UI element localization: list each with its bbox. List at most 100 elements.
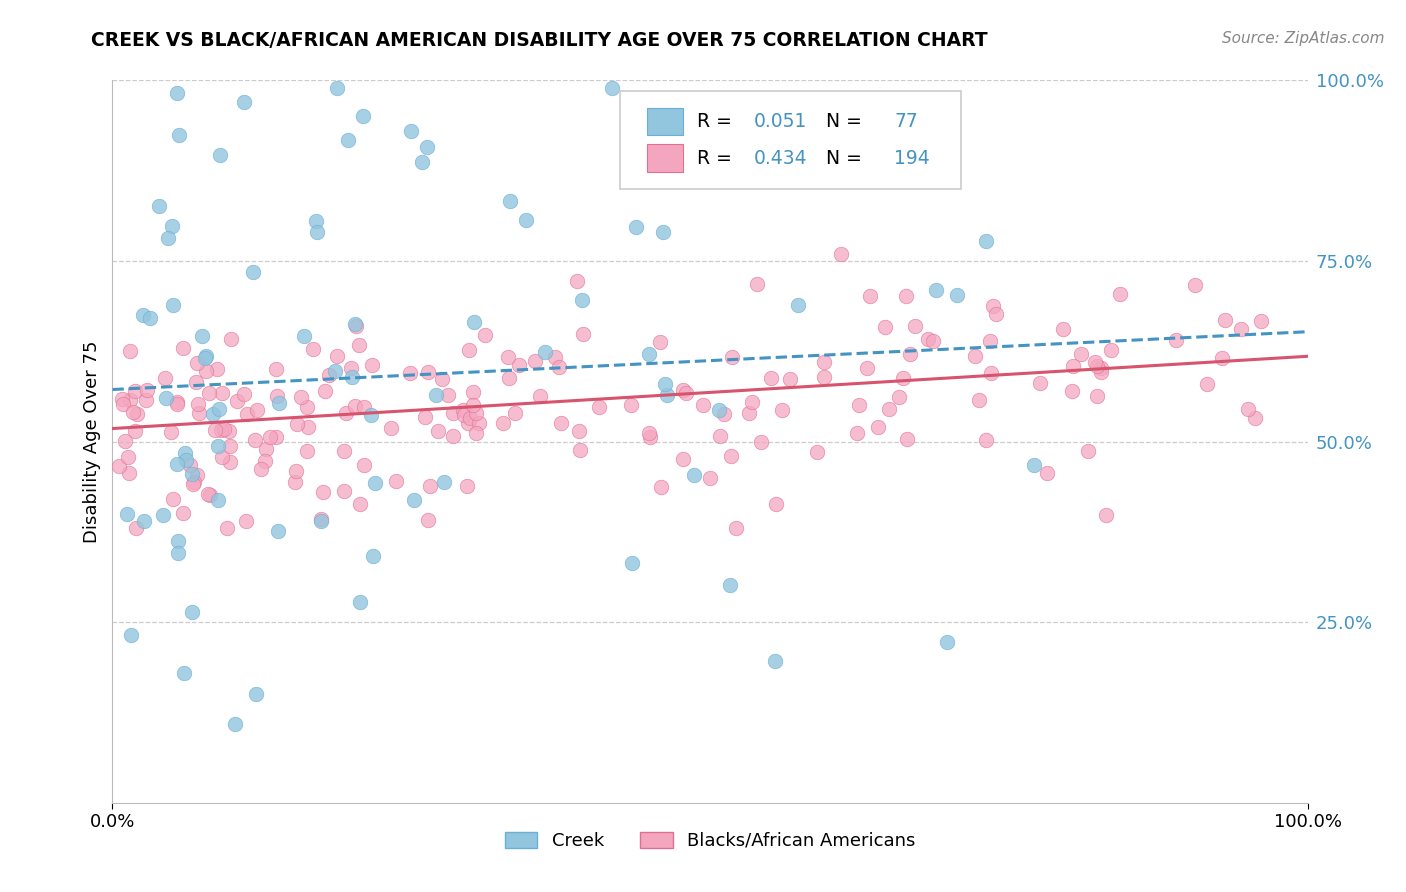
Point	[779, 372, 801, 386]
Point	[963, 349, 986, 363]
Point	[725, 521, 748, 535]
Point	[148, 199, 170, 213]
Point	[461, 384, 484, 399]
Point	[1164, 333, 1187, 347]
Point	[284, 475, 307, 489]
Point	[246, 403, 269, 417]
Point	[166, 397, 188, 411]
Point	[946, 288, 969, 302]
Point	[197, 487, 219, 501]
Point	[166, 395, 188, 409]
Point	[1090, 365, 1112, 379]
Point	[344, 318, 367, 333]
Point	[411, 155, 433, 169]
Point	[337, 133, 360, 147]
Point	[361, 358, 384, 372]
Point	[1024, 458, 1046, 473]
Point	[672, 452, 695, 467]
Point	[162, 491, 184, 506]
Point	[353, 458, 375, 472]
Point	[187, 406, 209, 420]
Point	[547, 359, 569, 374]
Point	[233, 95, 256, 109]
Point	[204, 423, 226, 437]
Point	[1028, 376, 1050, 391]
Point	[344, 399, 367, 413]
Point	[309, 512, 332, 526]
Point	[1236, 402, 1258, 417]
Point	[692, 398, 714, 412]
FancyBboxPatch shape	[647, 145, 682, 172]
Point	[340, 370, 363, 384]
Point	[813, 355, 835, 369]
Point	[707, 402, 730, 417]
Point	[568, 424, 591, 438]
Point	[456, 479, 478, 493]
Point	[111, 392, 134, 406]
Point	[830, 246, 852, 260]
Text: R =: R =	[697, 149, 738, 168]
Point	[179, 458, 201, 472]
Point	[468, 416, 491, 430]
Point	[747, 277, 769, 292]
Point	[194, 350, 217, 364]
Point	[401, 124, 423, 138]
Point	[159, 425, 181, 440]
Point	[896, 433, 918, 447]
Point	[1109, 286, 1132, 301]
Point	[131, 308, 153, 322]
Point	[682, 467, 704, 482]
Point	[859, 289, 882, 303]
Point	[648, 334, 671, 349]
Point	[135, 383, 157, 397]
Point	[121, 405, 143, 419]
Point	[787, 298, 810, 312]
Point	[183, 475, 205, 490]
Point	[921, 334, 943, 349]
Point	[770, 403, 793, 417]
Point	[208, 402, 231, 417]
Point	[464, 406, 486, 420]
Point	[430, 371, 453, 385]
Text: CREEK VS BLACK/AFRICAN AMERICAN DISABILITY AGE OVER 75 CORRELATION CHART: CREEK VS BLACK/AFRICAN AMERICAN DISABILI…	[91, 31, 988, 50]
Text: R =: R =	[697, 112, 738, 131]
Point	[904, 319, 927, 334]
FancyBboxPatch shape	[647, 108, 682, 136]
Point	[894, 289, 917, 303]
Point	[675, 385, 697, 400]
Point	[344, 318, 367, 332]
Point	[173, 446, 195, 460]
Point	[235, 514, 257, 528]
Point	[879, 402, 901, 417]
Point	[250, 462, 273, 476]
Point	[534, 345, 557, 359]
Text: 194: 194	[894, 149, 929, 168]
Point	[1250, 314, 1272, 328]
Point	[162, 219, 184, 233]
Point	[398, 366, 420, 380]
Point	[619, 398, 641, 412]
Point	[360, 408, 382, 422]
Point	[340, 360, 363, 375]
Point	[225, 393, 247, 408]
Point	[191, 329, 214, 343]
Point	[856, 361, 879, 376]
Point	[868, 420, 890, 434]
Point	[125, 521, 148, 535]
Point	[1062, 384, 1084, 398]
Point	[111, 397, 134, 411]
Point	[132, 514, 155, 528]
Point	[567, 275, 589, 289]
Point	[1070, 347, 1092, 361]
Point	[620, 556, 643, 570]
Point	[266, 429, 288, 443]
Point	[364, 475, 387, 490]
Point	[218, 424, 240, 438]
Point	[967, 392, 990, 407]
Point	[176, 453, 198, 467]
Point	[245, 687, 267, 701]
Point	[194, 364, 217, 378]
Point	[267, 395, 290, 409]
Point	[654, 376, 676, 391]
Point	[917, 332, 939, 346]
